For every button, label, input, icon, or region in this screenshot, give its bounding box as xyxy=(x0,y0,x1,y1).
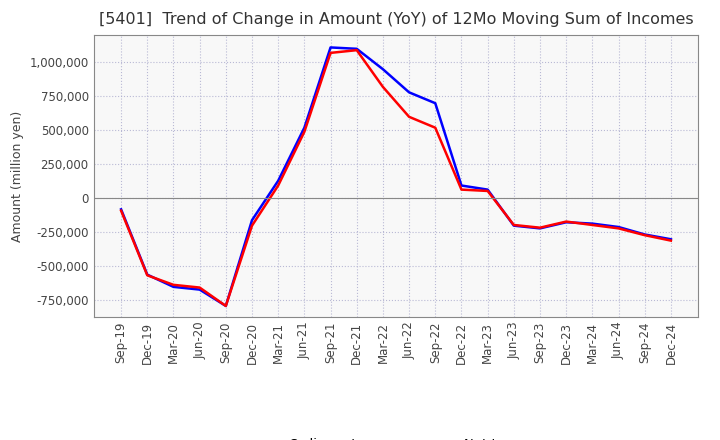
Y-axis label: Amount (million yen): Amount (million yen) xyxy=(11,110,24,242)
Ordinary Income xyxy=(379,66,387,72)
Ordinary Income xyxy=(536,226,544,231)
Net Income xyxy=(431,125,440,130)
Net Income xyxy=(117,208,125,213)
Ordinary Income xyxy=(510,223,518,228)
Ordinary Income xyxy=(640,232,649,237)
Ordinary Income xyxy=(483,187,492,192)
Ordinary Income xyxy=(195,287,204,292)
Ordinary Income xyxy=(457,183,466,188)
Net Income xyxy=(457,187,466,192)
Net Income xyxy=(169,282,178,287)
Ordinary Income xyxy=(405,90,413,95)
Net Income xyxy=(379,84,387,89)
Net Income xyxy=(143,273,152,278)
Ordinary Income xyxy=(667,237,675,242)
Net Income xyxy=(326,50,335,55)
Line: Net Income: Net Income xyxy=(121,50,671,306)
Net Income xyxy=(614,226,623,231)
Ordinary Income xyxy=(326,45,335,50)
Net Income xyxy=(667,238,675,243)
Net Income xyxy=(536,225,544,230)
Net Income xyxy=(248,223,256,228)
Ordinary Income xyxy=(300,125,309,130)
Net Income xyxy=(222,303,230,308)
Title: [5401]  Trend of Change in Amount (YoY) of 12Mo Moving Sum of Incomes: [5401] Trend of Change in Amount (YoY) o… xyxy=(99,12,693,27)
Net Income xyxy=(588,222,597,227)
Net Income xyxy=(405,114,413,120)
Legend: Ordinary Income, Net Income: Ordinary Income, Net Income xyxy=(247,433,545,440)
Line: Ordinary Income: Ordinary Income xyxy=(121,48,671,306)
Ordinary Income xyxy=(431,101,440,106)
Net Income xyxy=(300,129,309,135)
Ordinary Income xyxy=(562,220,570,225)
Net Income xyxy=(195,285,204,290)
Ordinary Income xyxy=(117,207,125,212)
Net Income xyxy=(274,183,282,188)
Ordinary Income xyxy=(614,224,623,230)
Ordinary Income xyxy=(352,46,361,51)
Ordinary Income xyxy=(169,284,178,290)
Ordinary Income xyxy=(248,217,256,223)
Ordinary Income xyxy=(222,303,230,308)
Net Income xyxy=(510,222,518,227)
Ordinary Income xyxy=(274,178,282,183)
Net Income xyxy=(352,48,361,53)
Net Income xyxy=(562,219,570,224)
Ordinary Income xyxy=(143,272,152,277)
Net Income xyxy=(640,232,649,238)
Net Income xyxy=(483,188,492,194)
Ordinary Income xyxy=(588,221,597,226)
